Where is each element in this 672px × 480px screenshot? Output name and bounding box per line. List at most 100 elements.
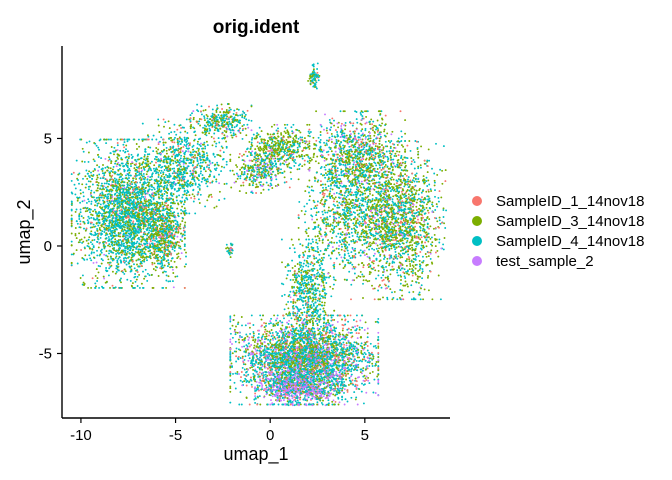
data-point <box>179 223 182 226</box>
data-point <box>146 279 149 282</box>
data-point <box>244 150 247 153</box>
data-point <box>183 245 186 248</box>
data-point <box>159 185 162 188</box>
data-point <box>208 132 211 135</box>
data-point <box>129 266 132 269</box>
data-point <box>133 230 136 233</box>
data-point <box>78 218 81 220</box>
data-point <box>223 166 226 169</box>
data-point <box>135 247 138 250</box>
data-point <box>75 208 78 211</box>
data-point <box>111 284 114 287</box>
data-point <box>74 234 77 237</box>
data-point <box>224 136 227 139</box>
data-point <box>143 238 146 241</box>
data-point <box>85 201 88 204</box>
data-point <box>254 161 257 164</box>
data-point <box>102 226 105 229</box>
data-point <box>150 218 153 221</box>
data-point <box>164 208 167 211</box>
data-point <box>115 210 118 213</box>
data-point <box>142 190 145 193</box>
data-point <box>147 227 149 230</box>
data-point <box>72 252 75 255</box>
data-point <box>99 203 102 206</box>
data-point <box>176 235 179 238</box>
data-point <box>194 165 197 168</box>
data-point <box>180 212 183 215</box>
data-point <box>218 190 221 193</box>
data-point <box>198 175 201 178</box>
data-point <box>93 168 96 170</box>
data-point <box>161 264 164 267</box>
data-point <box>124 202 127 205</box>
data-point <box>179 142 182 145</box>
data-point <box>230 186 233 189</box>
data-point <box>125 177 128 180</box>
data-point <box>259 183 262 186</box>
data-point <box>290 145 293 148</box>
data-point <box>158 262 160 265</box>
data-point <box>147 220 150 223</box>
data-point <box>121 158 124 161</box>
data-point <box>77 179 79 181</box>
data-point <box>113 205 116 208</box>
data-point <box>182 233 185 236</box>
data-point <box>291 158 294 161</box>
data-point <box>270 149 273 152</box>
data-point <box>185 194 188 197</box>
data-point <box>133 254 136 257</box>
data-point <box>221 121 224 124</box>
data-point <box>134 172 137 175</box>
data-point <box>127 190 130 193</box>
data-point <box>206 180 208 183</box>
data-point <box>115 267 118 270</box>
data-point <box>87 208 90 211</box>
data-point <box>91 226 94 229</box>
data-point <box>181 234 184 237</box>
data-point <box>120 209 123 211</box>
data-point <box>166 176 169 179</box>
data-point <box>147 256 150 258</box>
data-point <box>169 245 172 248</box>
data-point <box>147 169 150 172</box>
data-point <box>148 229 151 232</box>
data-point <box>203 155 206 158</box>
data-point <box>124 211 127 214</box>
data-point <box>144 268 147 271</box>
data-point <box>314 147 316 150</box>
data-point <box>197 192 200 195</box>
data-point <box>170 192 173 195</box>
data-point <box>196 142 199 145</box>
data-point <box>98 166 101 168</box>
data-point <box>98 148 100 151</box>
data-point <box>201 154 204 157</box>
data-point <box>142 212 145 215</box>
data-point <box>145 198 147 201</box>
data-point <box>227 103 230 105</box>
data-point <box>294 158 296 161</box>
data-point <box>133 225 136 228</box>
data-point <box>102 217 105 220</box>
data-point <box>181 150 184 153</box>
data-point <box>178 164 181 166</box>
data-point <box>91 243 94 246</box>
data-point <box>203 119 206 122</box>
data-point <box>88 140 91 143</box>
data-point <box>158 209 161 212</box>
data-point <box>117 218 120 221</box>
data-point <box>138 238 141 241</box>
data-point <box>94 204 96 207</box>
data-point <box>135 259 138 262</box>
data-point <box>95 200 98 203</box>
data-point <box>280 168 282 171</box>
data-point <box>181 160 184 163</box>
data-point <box>103 172 106 175</box>
data-point <box>147 165 150 168</box>
data-point <box>115 165 118 168</box>
data-point <box>104 222 107 225</box>
data-point <box>250 152 253 155</box>
data-point <box>112 215 115 217</box>
data-point <box>93 199 96 202</box>
data-point <box>104 157 107 160</box>
